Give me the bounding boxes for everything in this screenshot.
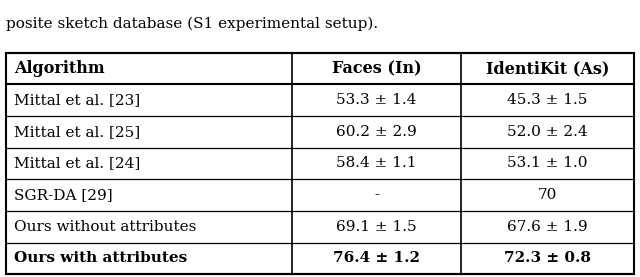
Text: IdentiKit (As): IdentiKit (As) (486, 60, 609, 77)
Text: Mittal et al. [24]: Mittal et al. [24] (14, 157, 140, 170)
Text: 72.3 ± 0.8: 72.3 ± 0.8 (504, 252, 591, 265)
Text: 45.3 ± 1.5: 45.3 ± 1.5 (507, 93, 588, 107)
Text: 70: 70 (538, 188, 557, 202)
Text: 52.0 ± 2.4: 52.0 ± 2.4 (507, 125, 588, 139)
Text: 60.2 ± 2.9: 60.2 ± 2.9 (336, 125, 417, 139)
Text: Algorithm: Algorithm (14, 60, 104, 77)
Text: 76.4 ± 1.2: 76.4 ± 1.2 (333, 252, 420, 265)
Text: 53.3 ± 1.4: 53.3 ± 1.4 (336, 93, 417, 107)
Text: -: - (374, 188, 379, 202)
Text: Ours with attributes: Ours with attributes (14, 252, 187, 265)
Text: 58.4 ± 1.1: 58.4 ± 1.1 (336, 157, 417, 170)
Bar (6, 53, 634, 274)
Text: Mittal et al. [25]: Mittal et al. [25] (14, 125, 140, 139)
Text: 69.1 ± 1.5: 69.1 ± 1.5 (336, 220, 417, 234)
Text: 53.1 ± 1.0: 53.1 ± 1.0 (507, 157, 588, 170)
Text: Ours without attributes: Ours without attributes (14, 220, 196, 234)
Text: Mittal et al. [23]: Mittal et al. [23] (14, 93, 140, 107)
Text: SGR-DA [29]: SGR-DA [29] (14, 188, 113, 202)
Text: 67.6 ± 1.9: 67.6 ± 1.9 (507, 220, 588, 234)
Text: posite sketch database (S1 experimental setup).: posite sketch database (S1 experimental … (6, 17, 378, 31)
Text: Faces (In): Faces (In) (332, 60, 421, 77)
